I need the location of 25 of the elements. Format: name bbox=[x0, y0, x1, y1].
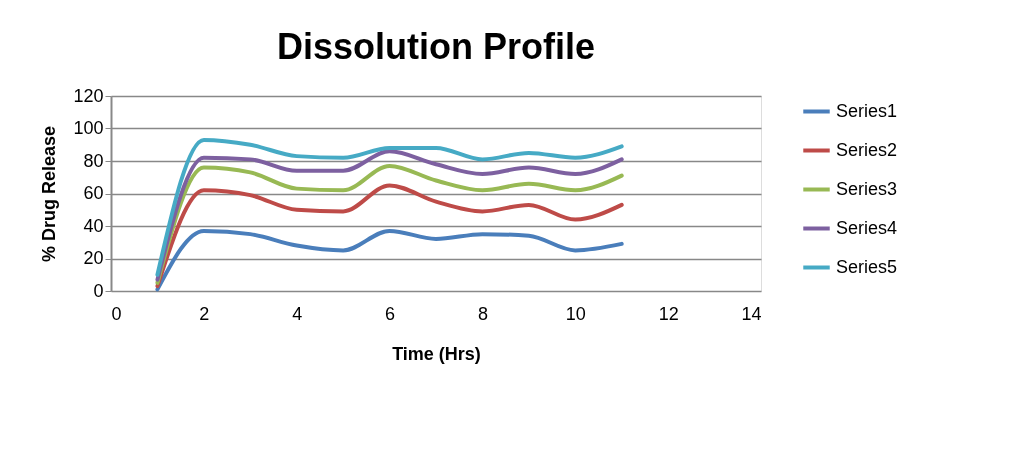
y-tick-label: 100 bbox=[73, 118, 104, 138]
line-series bbox=[155, 183, 624, 289]
x-tick-label: 14 bbox=[741, 303, 762, 324]
y-tick-label: 0 bbox=[93, 280, 104, 301]
x-axis-title: Time (Hrs) bbox=[392, 343, 481, 364]
y-tick-label: 120 bbox=[73, 85, 104, 106]
y-tick-label: 80 bbox=[83, 150, 104, 171]
x-tick-label: 10 bbox=[565, 303, 586, 324]
legend-label: Series4 bbox=[836, 217, 898, 238]
legend-label: Series2 bbox=[836, 139, 898, 160]
x-tick-label: 8 bbox=[477, 303, 488, 324]
line-series bbox=[155, 228, 624, 292]
legend-label: Series3 bbox=[836, 178, 898, 199]
x-tick-label: 0 bbox=[111, 303, 122, 324]
y-tick-label: 60 bbox=[83, 183, 104, 203]
y-tick-label: 40 bbox=[83, 215, 104, 236]
chart-title: Dissolution Profile bbox=[276, 26, 596, 67]
legend-label: Series1 bbox=[836, 100, 898, 121]
x-tick-label: 2 bbox=[199, 303, 210, 324]
y-tick-label: 20 bbox=[83, 248, 104, 268]
x-tick-label: 6 bbox=[385, 303, 396, 324]
x-tick-label: 12 bbox=[658, 303, 679, 324]
legend-label: Series5 bbox=[836, 256, 898, 277]
x-tick-label: 4 bbox=[292, 303, 303, 324]
y-axis-title: % Drug Release bbox=[39, 125, 60, 263]
